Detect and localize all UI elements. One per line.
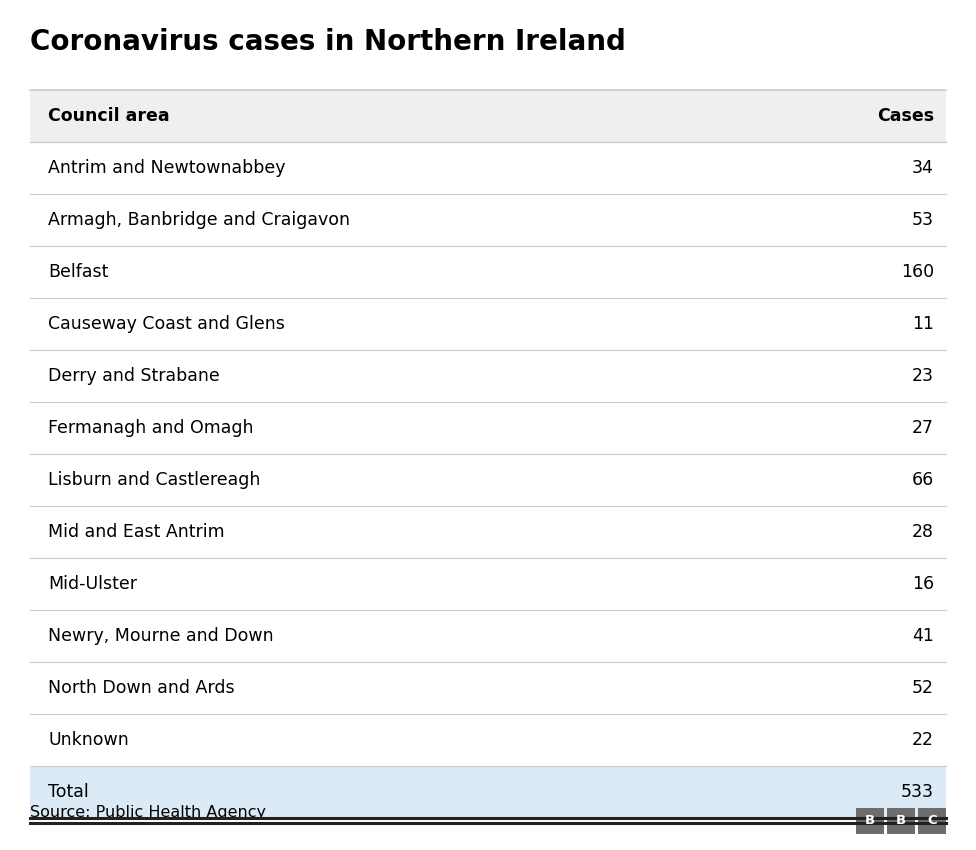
Text: C: C: [927, 814, 937, 828]
Text: Antrim and Newtownabbey: Antrim and Newtownabbey: [48, 159, 286, 177]
Text: Coronavirus cases in Northern Ireland: Coronavirus cases in Northern Ireland: [30, 28, 626, 56]
Text: Newry, Mourne and Down: Newry, Mourne and Down: [48, 627, 273, 645]
Text: Fermanagh and Omagh: Fermanagh and Omagh: [48, 419, 254, 437]
Text: Cases: Cases: [876, 107, 934, 125]
Text: Belfast: Belfast: [48, 263, 108, 281]
Text: 41: 41: [913, 627, 934, 645]
Text: Council area: Council area: [48, 107, 170, 125]
Text: 27: 27: [912, 419, 934, 437]
Text: Mid and East Antrim: Mid and East Antrim: [48, 523, 224, 541]
Text: 28: 28: [912, 523, 934, 541]
Text: 66: 66: [912, 471, 934, 489]
Text: 533: 533: [901, 783, 934, 801]
Text: 22: 22: [912, 731, 934, 749]
Text: 52: 52: [912, 679, 934, 697]
Text: Causeway Coast and Glens: Causeway Coast and Glens: [48, 315, 285, 333]
Text: North Down and Ards: North Down and Ards: [48, 679, 234, 697]
Text: B: B: [865, 814, 875, 828]
Text: Source: Public Health Agency: Source: Public Health Agency: [30, 805, 266, 820]
Text: Total: Total: [48, 783, 89, 801]
Text: 23: 23: [912, 367, 934, 385]
Text: Unknown: Unknown: [48, 731, 129, 749]
Text: 11: 11: [912, 315, 934, 333]
Text: Lisburn and Castlereagh: Lisburn and Castlereagh: [48, 471, 261, 489]
Text: B: B: [896, 814, 906, 828]
Text: 53: 53: [912, 211, 934, 229]
Text: 160: 160: [901, 263, 934, 281]
Text: 16: 16: [912, 575, 934, 593]
Text: Armagh, Banbridge and Craigavon: Armagh, Banbridge and Craigavon: [48, 211, 350, 229]
Text: Derry and Strabane: Derry and Strabane: [48, 367, 220, 385]
Text: Mid-Ulster: Mid-Ulster: [48, 575, 137, 593]
Text: 34: 34: [913, 159, 934, 177]
